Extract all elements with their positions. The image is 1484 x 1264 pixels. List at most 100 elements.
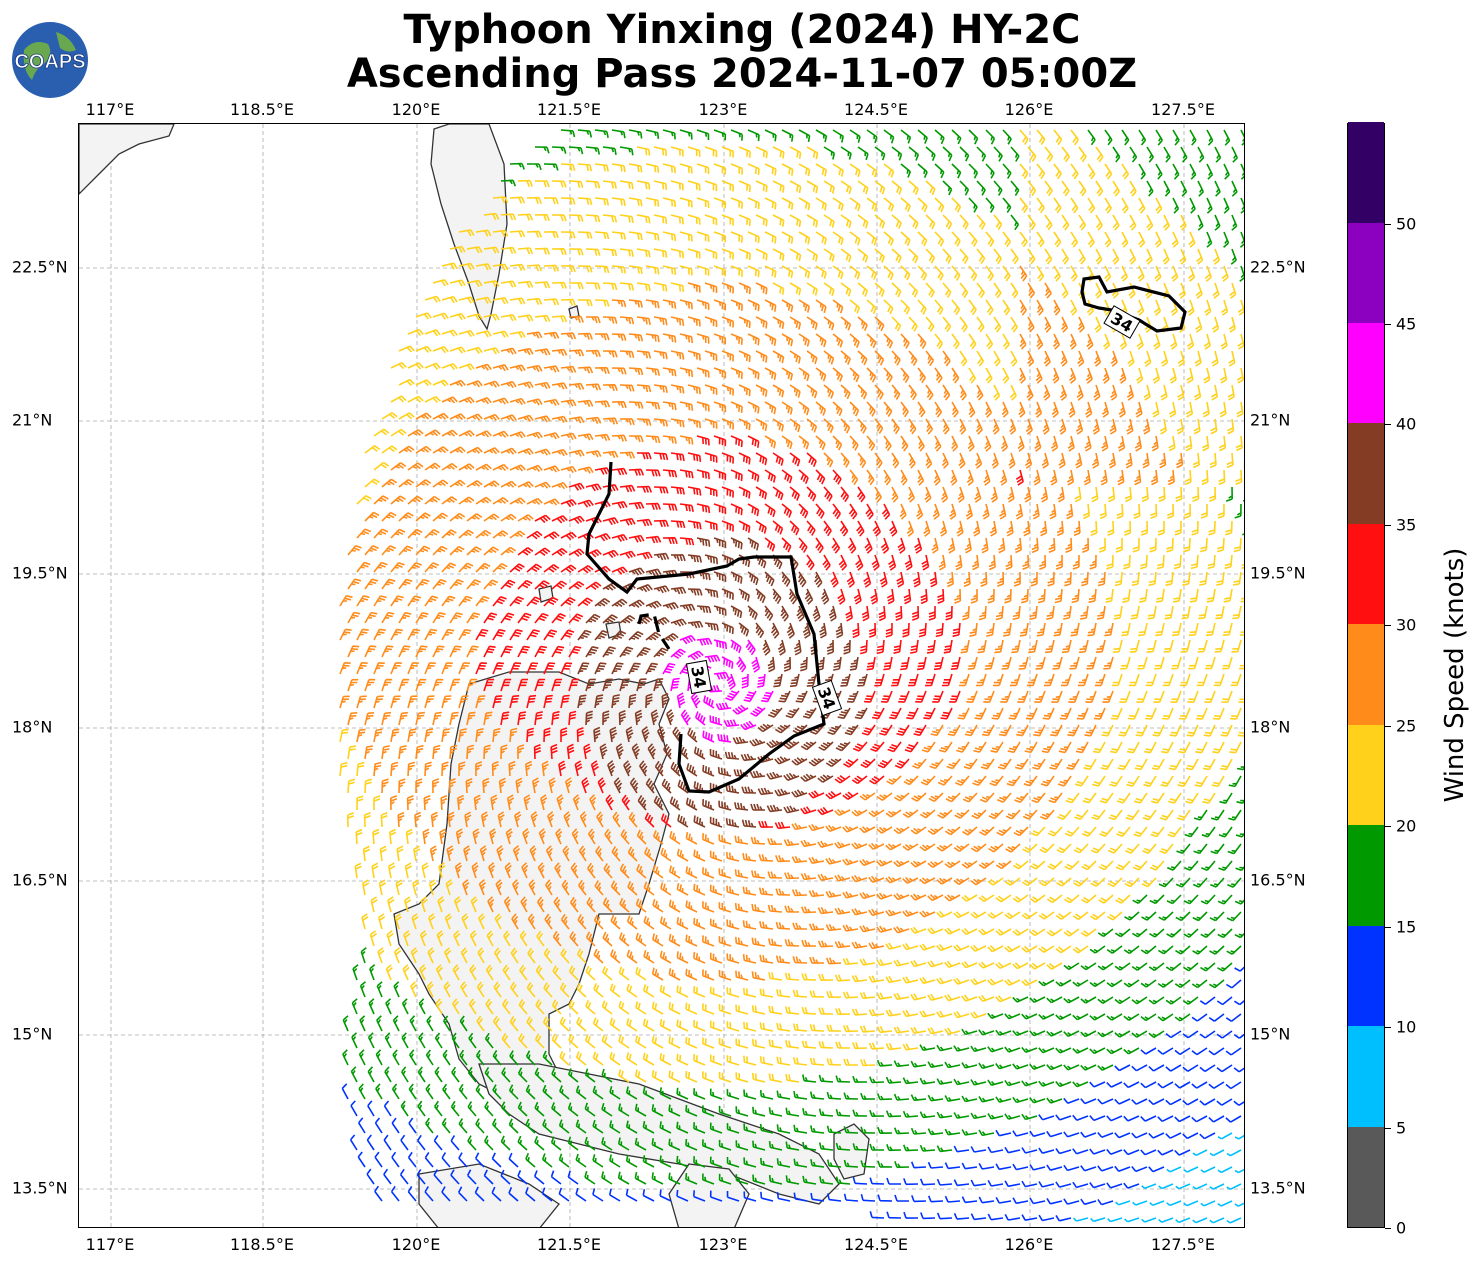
wind-barb bbox=[568, 416, 585, 424]
wind-barb bbox=[1225, 1081, 1242, 1090]
calayan-island bbox=[605, 621, 622, 639]
wind-barb bbox=[534, 415, 551, 423]
wind-barb bbox=[879, 724, 893, 736]
wind-barb bbox=[955, 775, 970, 786]
wind-barb bbox=[398, 378, 415, 386]
wind-barb bbox=[776, 1158, 791, 1168]
wind-barb bbox=[934, 129, 945, 145]
wind-barb bbox=[509, 629, 523, 641]
wind-barb bbox=[1149, 860, 1165, 871]
wind-barb bbox=[849, 163, 861, 178]
wind-barb bbox=[927, 1161, 944, 1169]
wind-barb bbox=[888, 554, 897, 571]
wind-barb bbox=[636, 829, 647, 845]
wind-barb bbox=[1032, 503, 1040, 520]
wind-barb bbox=[602, 897, 613, 913]
wind-barb bbox=[1066, 758, 1080, 770]
wind-barb bbox=[951, 435, 959, 452]
wind-barb bbox=[825, 790, 842, 800]
wind-barb bbox=[1182, 1030, 1199, 1039]
wind-barb bbox=[1129, 248, 1137, 265]
colorbar-tick-label: 15 bbox=[1396, 917, 1417, 937]
wind-barb bbox=[677, 779, 689, 794]
wind-barb bbox=[339, 662, 351, 675]
wind-barb bbox=[1107, 911, 1123, 921]
wind-barb bbox=[1004, 1013, 1021, 1020]
wind-barb bbox=[709, 952, 723, 964]
wind-barb bbox=[885, 1009, 902, 1017]
wind-barb bbox=[704, 418, 718, 429]
wind-barb bbox=[475, 595, 490, 607]
wind-barb bbox=[534, 645, 548, 658]
wind-barb bbox=[452, 998, 460, 1015]
wind-barb bbox=[1012, 1197, 1029, 1205]
wind-barb bbox=[618, 1103, 630, 1117]
wind-barb bbox=[789, 214, 802, 228]
wind-barb bbox=[1012, 605, 1021, 621]
wind-barb bbox=[393, 947, 402, 964]
wind-barb bbox=[577, 597, 593, 607]
wind-barb bbox=[376, 1015, 383, 1032]
wind-barb bbox=[774, 821, 791, 830]
wind-barb bbox=[645, 568, 662, 577]
wind-barb bbox=[798, 265, 811, 279]
wind-barb bbox=[435, 964, 443, 981]
wind-barb bbox=[809, 724, 825, 735]
wind-barb bbox=[594, 333, 610, 341]
wind-barb bbox=[466, 612, 481, 624]
wind-barb bbox=[1037, 588, 1046, 604]
wind-barb bbox=[407, 328, 424, 337]
wind-barb bbox=[1235, 469, 1243, 485]
wind-barb bbox=[645, 469, 661, 477]
wind-barb bbox=[1097, 1098, 1114, 1105]
wind-barb bbox=[970, 978, 987, 986]
wind-barb bbox=[857, 418, 867, 434]
wind-barb bbox=[725, 784, 740, 794]
wind-barb bbox=[390, 528, 406, 539]
wind-barb bbox=[766, 739, 783, 749]
wind-barb bbox=[1195, 316, 1203, 333]
wind-barb bbox=[953, 1212, 970, 1220]
wind-barb bbox=[645, 333, 660, 343]
wind-barb bbox=[560, 197, 576, 205]
wind-barb bbox=[1063, 962, 1080, 971]
wind-barb bbox=[825, 857, 842, 865]
wind-barb bbox=[768, 1141, 783, 1151]
wind-barb bbox=[1097, 1030, 1114, 1038]
wind-barb bbox=[883, 231, 894, 246]
wind-barb bbox=[1183, 503, 1191, 519]
wind-barb bbox=[629, 435, 644, 443]
wind-barb bbox=[984, 435, 992, 452]
colorbar-segment bbox=[1348, 423, 1384, 524]
wind-barb bbox=[509, 596, 525, 607]
wind-barb bbox=[398, 478, 415, 488]
wind-barb bbox=[543, 596, 559, 607]
wind-barb bbox=[1069, 333, 1077, 350]
wind-barb bbox=[687, 384, 701, 395]
wind-barb bbox=[568, 613, 584, 624]
wind-barb bbox=[859, 639, 868, 655]
wind-barb bbox=[421, 862, 429, 879]
wind-barb bbox=[441, 396, 458, 404]
wind-barb bbox=[764, 401, 777, 415]
wind-barb bbox=[594, 597, 611, 607]
wind-barb bbox=[885, 1042, 902, 1051]
wind-barb bbox=[1225, 979, 1242, 989]
wind-barb bbox=[942, 316, 952, 333]
wind-barb bbox=[645, 693, 653, 709]
wind-barb bbox=[851, 908, 868, 916]
wind-barb bbox=[1082, 537, 1090, 553]
colorbar-tick bbox=[1385, 524, 1391, 526]
wind-barb bbox=[921, 554, 930, 571]
wind-barb bbox=[1010, 316, 1018, 333]
wind-barb bbox=[770, 622, 780, 639]
wind-barb bbox=[515, 777, 523, 794]
wind-barb bbox=[812, 605, 821, 622]
wind-barb bbox=[740, 753, 757, 762]
wind-barb bbox=[602, 180, 617, 189]
wind-barb bbox=[951, 129, 962, 145]
wind-barb bbox=[1046, 996, 1063, 1004]
wind-barb bbox=[1070, 299, 1078, 316]
wind-barb bbox=[917, 333, 927, 350]
wind-barb bbox=[1050, 469, 1058, 486]
